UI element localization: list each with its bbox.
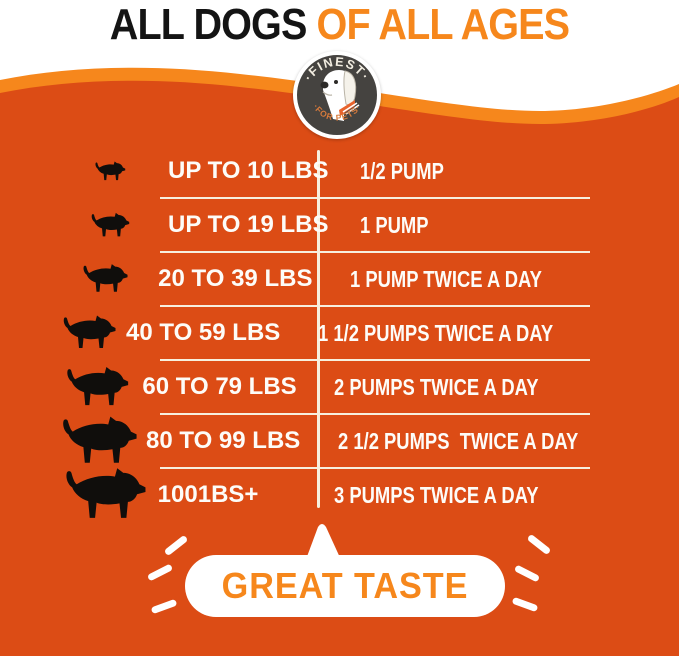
dose-label: 3 PUMPS TWICE A DAY [334, 481, 539, 508]
dog-silhouette-icon [60, 413, 138, 470]
table-row: 40 TO 59 LBS 1 1/2 PUMPS TWICE A DAY [60, 306, 590, 361]
table-row: 80 TO 99 LBS 2 1/2 PUMPS TWICE A DAY [60, 413, 590, 470]
weight-label: 20 TO 39 LBS [158, 265, 313, 292]
table-row: UP TO 10 LBS 1/2 PUMP [60, 144, 590, 199]
table-row: 20 TO 39 LBS 1 PUMP TWICE A DAY [60, 252, 590, 307]
dog-silhouette-icon [60, 262, 150, 296]
dog-silhouette-icon [60, 160, 160, 183]
table-column-divider [317, 150, 320, 508]
page-title: ALL DOGS OF ALL AGES [34, 2, 645, 48]
dose-label: 1 1/2 PUMPS TWICE A DAY [318, 319, 554, 346]
dog-head-icon [320, 70, 360, 121]
dose-label: 2 PUMPS TWICE A DAY [334, 373, 539, 400]
weight-label: 80 TO 99 LBS [146, 427, 301, 454]
dosage-table: UP TO 10 LBS 1/2 PUMP UP TO 19 LBS 1 PUM… [60, 144, 590, 522]
table-row: 1001BS+ 3 PUMPS TWICE A DAY [60, 468, 590, 522]
speech-bubble [185, 524, 505, 617]
title-part-black: ALL DOGS [109, 0, 308, 49]
dose-label: 1 PUMP TWICE A DAY [350, 265, 543, 292]
brand-logo-badge: ·FINEST· ·FOR PETS· [293, 51, 381, 139]
dog-silhouette-icon [60, 364, 134, 411]
dog-silhouette-icon [60, 211, 160, 240]
dose-label: 2 1/2 PUMPS TWICE A DAY [338, 427, 579, 454]
dose-label: 1 PUMP [360, 211, 429, 238]
weight-label: UP TO 10 LBS [168, 157, 329, 184]
great-taste-label: GREAT TASTE [221, 565, 469, 606]
weight-label: 1001BS+ [157, 481, 259, 508]
weight-label: 40 TO 59 LBS [126, 319, 281, 346]
dog-silhouette-icon [60, 313, 118, 353]
dog-silhouette-icon [60, 462, 150, 528]
dose-label: 1/2 PUMP [360, 157, 444, 184]
title-part-orange: OF ALL AGES [306, 0, 571, 49]
brand-logo-icon: ·FINEST· ·FOR PETS· [301, 55, 371, 123]
weight-label: 60 TO 79 LBS [142, 373, 297, 400]
table-row: UP TO 19 LBS 1 PUMP [60, 198, 590, 253]
table-row: 60 TO 79 LBS 2 PUMPS TWICE A DAY [60, 360, 590, 415]
weight-label: UP TO 19 LBS [168, 211, 329, 238]
